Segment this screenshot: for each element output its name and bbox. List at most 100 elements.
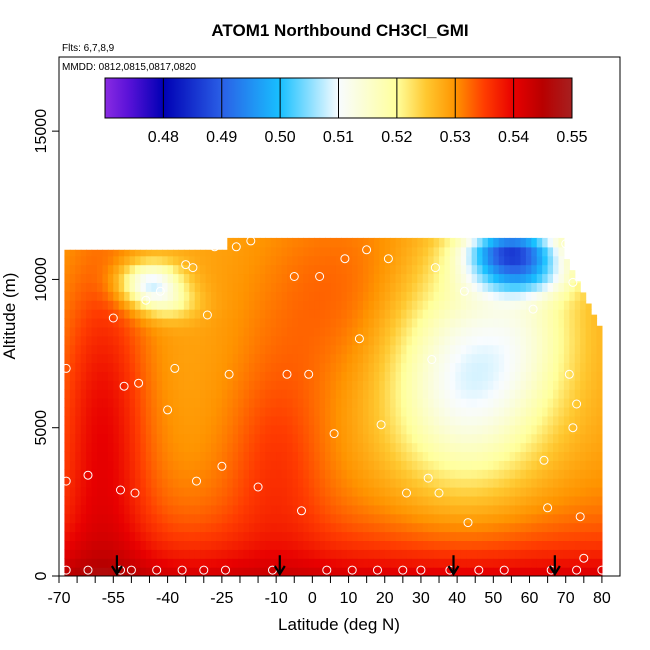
heatmap-cell xyxy=(265,371,272,381)
heatmap-cell xyxy=(178,424,185,435)
heatmap-cell xyxy=(69,300,76,310)
heatmap-cell xyxy=(319,326,326,337)
heatmap-cell xyxy=(580,406,587,417)
heatmap-cell xyxy=(276,344,283,355)
heatmap-cell xyxy=(97,249,104,257)
heatmap-cell xyxy=(97,558,104,568)
heatmap-cell xyxy=(444,317,451,328)
heatmap-cell xyxy=(249,291,256,301)
heatmap-cell xyxy=(525,495,532,506)
heatmap-cell xyxy=(276,469,283,479)
heatmap-cell xyxy=(373,531,380,542)
heatmap-cell xyxy=(227,567,234,576)
heatmap-cell xyxy=(384,415,391,426)
heatmap-cell xyxy=(395,469,402,479)
heatmap-cell xyxy=(406,487,413,497)
heatmap-cell xyxy=(151,249,158,257)
heatmap-cell xyxy=(498,469,505,479)
heatmap-cell xyxy=(151,424,158,435)
heatmap-cell xyxy=(249,460,256,470)
heatmap-cell xyxy=(97,255,104,266)
heatmap-cell xyxy=(183,273,190,283)
heatmap-cell xyxy=(292,513,299,524)
heatmap-cell xyxy=(504,237,511,248)
heatmap-cell xyxy=(455,406,462,417)
heatmap-cell xyxy=(330,442,337,453)
heatmap-cell xyxy=(368,469,375,479)
heatmap-cell xyxy=(363,442,370,453)
heatmap-cell xyxy=(205,504,212,515)
heatmap-cell xyxy=(580,567,587,576)
heatmap-cell xyxy=(487,362,494,372)
heatmap-cell xyxy=(487,255,494,266)
heatmap-cell xyxy=(64,460,71,470)
heatmap-cell xyxy=(357,380,364,390)
heatmap-cell xyxy=(335,406,342,417)
heatmap-cell xyxy=(406,344,413,355)
heatmap-cell xyxy=(249,300,256,310)
heatmap-cell xyxy=(580,317,587,328)
heatmap-cell xyxy=(194,291,201,301)
heatmap-cell xyxy=(449,264,456,275)
heatmap-cell xyxy=(102,495,109,506)
heatmap-cell xyxy=(487,424,494,435)
heatmap-cell xyxy=(243,326,250,337)
heatmap-cell xyxy=(525,442,532,453)
heatmap-cell xyxy=(297,246,304,257)
heatmap-cell xyxy=(498,246,505,257)
heatmap-cell xyxy=(433,460,440,470)
heatmap-cell xyxy=(91,549,98,559)
heatmap-cell xyxy=(460,415,467,426)
heatmap-cell xyxy=(173,282,180,292)
observation-point xyxy=(126,565,136,575)
heatmap-cell xyxy=(487,344,494,355)
heatmap-cell xyxy=(346,237,353,248)
heatmap-cell xyxy=(379,522,386,533)
heatmap-cell xyxy=(542,246,549,257)
y-tick-label: 15000 xyxy=(33,109,50,154)
heatmap-cell xyxy=(384,478,391,488)
heatmap-cell xyxy=(411,469,418,479)
heatmap-cell xyxy=(216,415,223,426)
heatmap-cell xyxy=(477,513,484,524)
heatmap-cell xyxy=(259,362,266,372)
heatmap-cell xyxy=(167,460,174,470)
heatmap-cell xyxy=(449,531,456,542)
heatmap-cell xyxy=(433,335,440,346)
heatmap-cell xyxy=(69,522,76,533)
heatmap-cell xyxy=(346,442,353,453)
heatmap-cell xyxy=(319,237,326,248)
heatmap-cell xyxy=(384,317,391,328)
heatmap-cell xyxy=(487,335,494,346)
heatmap-cell xyxy=(395,504,402,515)
heatmap-cell xyxy=(249,495,256,506)
heatmap-cell xyxy=(270,478,277,488)
heatmap-cell xyxy=(580,451,587,461)
heatmap-cell xyxy=(86,522,93,533)
heatmap-cell xyxy=(563,398,570,408)
heatmap-cell xyxy=(86,353,93,364)
heatmap-cell xyxy=(205,549,212,559)
heatmap-cell xyxy=(569,406,576,417)
heatmap-cell xyxy=(411,487,418,497)
heatmap-cell xyxy=(69,344,76,355)
heatmap-cell xyxy=(341,549,348,559)
heatmap-cell xyxy=(574,513,581,524)
heatmap-cell xyxy=(411,540,418,550)
heatmap-cell xyxy=(69,353,76,364)
heatmap-cell xyxy=(379,282,386,292)
heatmap-cell xyxy=(319,246,326,257)
observation-point xyxy=(459,286,469,296)
heatmap-cell xyxy=(227,442,234,453)
heatmap-cell xyxy=(563,442,570,453)
heatmap-cell xyxy=(509,389,516,399)
heatmap-cell xyxy=(91,380,98,390)
heatmap-cell xyxy=(384,513,391,524)
heatmap-cell xyxy=(135,326,142,337)
heatmap-cell xyxy=(417,273,424,283)
heatmap-cell xyxy=(281,558,288,568)
heatmap-cell xyxy=(596,504,603,515)
heatmap-cell xyxy=(140,255,147,266)
heatmap-cell xyxy=(211,380,218,390)
heatmap-cell xyxy=(102,433,109,444)
